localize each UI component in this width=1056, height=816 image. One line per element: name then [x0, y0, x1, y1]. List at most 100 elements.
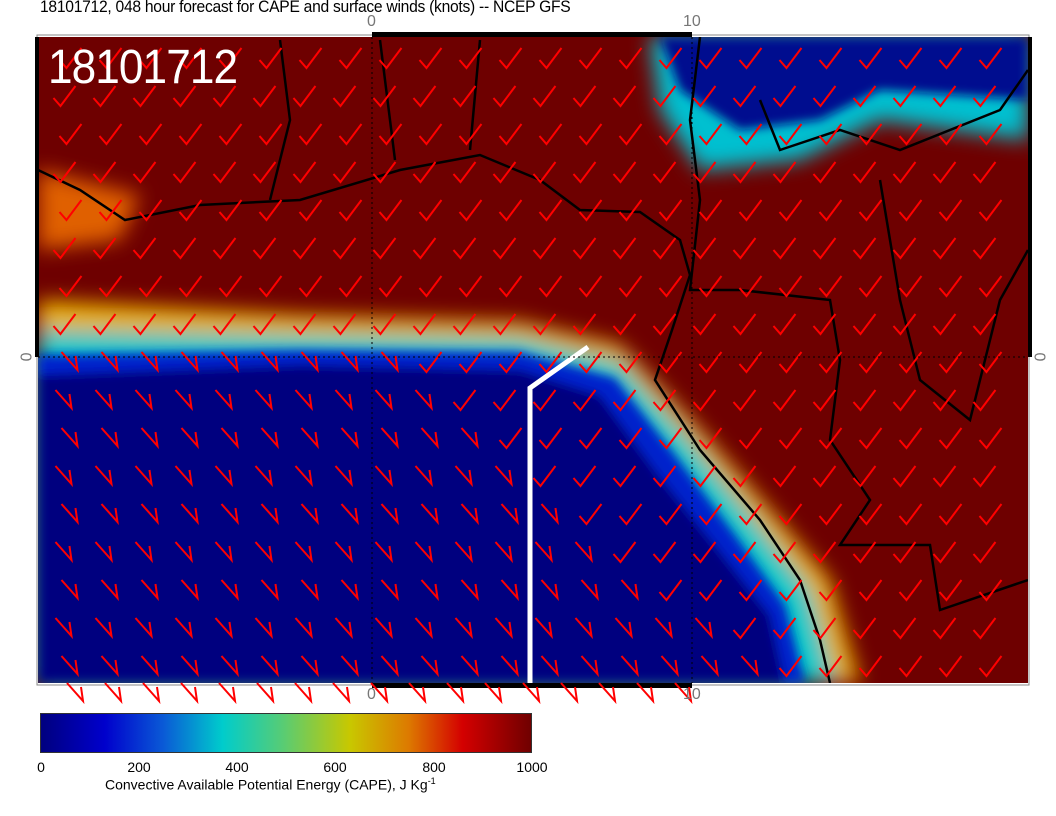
wind-barb — [214, 541, 233, 564]
wind-barb — [172, 237, 197, 260]
wind-barb — [978, 579, 1003, 602]
wind-barb — [778, 427, 803, 450]
wind-barb — [538, 47, 563, 70]
wind-barb — [698, 199, 723, 222]
wind-barb — [174, 465, 193, 488]
wind-barb — [452, 313, 477, 336]
wind-barb — [134, 541, 153, 564]
wind-barb — [738, 351, 763, 374]
wind-barb — [252, 85, 277, 108]
wind-barb — [214, 389, 233, 412]
wind-barb — [254, 541, 273, 564]
wind-barb — [612, 465, 637, 488]
wind-barb — [732, 465, 757, 488]
wind-barb — [978, 351, 1003, 374]
wind-barb — [172, 161, 197, 184]
wind-barb — [852, 313, 877, 336]
colorbar-tick: 200 — [127, 759, 151, 775]
wind-barb — [220, 351, 239, 374]
wind-barb — [858, 351, 883, 374]
wind-barb — [692, 541, 717, 564]
wind-barb — [818, 123, 843, 146]
wind-barb — [92, 237, 117, 260]
wind-barb — [732, 541, 757, 564]
wind-barb — [818, 579, 843, 602]
wind-barb — [852, 465, 877, 488]
wind-barb — [574, 617, 593, 640]
wind-barb — [538, 199, 563, 222]
wind-barb — [892, 541, 917, 564]
wind-barb — [898, 199, 923, 222]
wind-barb — [334, 541, 353, 564]
wind-barb — [692, 237, 717, 260]
wind-barb — [858, 427, 883, 450]
wind-barb — [54, 541, 73, 564]
wind-barb — [338, 123, 363, 146]
wind-barb — [180, 579, 199, 602]
wind-barb — [214, 617, 233, 640]
wind-barb — [978, 47, 1003, 70]
wind-barb — [300, 503, 319, 526]
wind-barb — [292, 313, 317, 336]
wind-barb — [218, 199, 243, 222]
wind-barb — [612, 237, 637, 260]
wind-barb — [484, 682, 503, 705]
wind-barb — [574, 541, 593, 564]
wind-barb — [258, 123, 283, 146]
axis-label-bottom-0: 0 — [367, 686, 376, 703]
colorbar-tick: 1000 — [516, 759, 548, 775]
wind-barb — [212, 237, 237, 260]
axis-bar-bottom — [372, 683, 692, 688]
wind-barb — [892, 237, 917, 260]
wind-barb — [98, 47, 123, 70]
wind-barb — [140, 351, 159, 374]
wind-barb — [898, 351, 923, 374]
wind-barb — [292, 85, 317, 108]
wind-barb — [692, 85, 717, 108]
wind-barb — [260, 351, 279, 374]
wind-barb — [778, 275, 803, 298]
wind-barb — [140, 655, 159, 678]
wind-barb — [446, 682, 465, 705]
wind-barb — [134, 617, 153, 640]
wind-barb — [420, 655, 439, 678]
wind-barb — [380, 427, 399, 450]
axis-label-right-0: 0 — [1030, 352, 1048, 362]
wind-barb — [374, 465, 393, 488]
wind-barb — [180, 682, 199, 705]
wind-barb — [132, 85, 157, 108]
wind-barb — [418, 123, 443, 146]
wind-barb — [94, 617, 113, 640]
wind-barb — [538, 123, 563, 146]
wind-barb — [220, 579, 239, 602]
wind-barb — [492, 389, 517, 412]
wind-barb — [658, 579, 683, 602]
wind-barb — [898, 123, 923, 146]
wind-barb — [372, 313, 397, 336]
wind-barb — [598, 682, 617, 705]
wind-barb — [858, 275, 883, 298]
wind-barb — [652, 465, 677, 488]
wind-barb — [458, 351, 483, 374]
wind-barb — [972, 161, 997, 184]
wind-barb — [58, 47, 83, 70]
wind-barb — [732, 161, 757, 184]
wind-barb — [54, 465, 73, 488]
wind-barb — [692, 313, 717, 336]
wind-barb — [138, 123, 163, 146]
wind-barb — [612, 541, 637, 564]
wind-barb — [460, 655, 479, 678]
wind-barb — [300, 427, 319, 450]
wind-barb — [174, 389, 193, 412]
wind-barb — [298, 275, 323, 298]
wind-barb — [852, 389, 877, 412]
wind-barb — [58, 275, 83, 298]
wind-barb — [858, 123, 883, 146]
wind-barb — [132, 161, 157, 184]
wind-barb — [260, 503, 279, 526]
wind-barb — [418, 47, 443, 70]
wind-barb — [380, 351, 399, 374]
wind-barb — [738, 275, 763, 298]
wind-barb — [698, 47, 723, 70]
wind-barb — [332, 85, 357, 108]
